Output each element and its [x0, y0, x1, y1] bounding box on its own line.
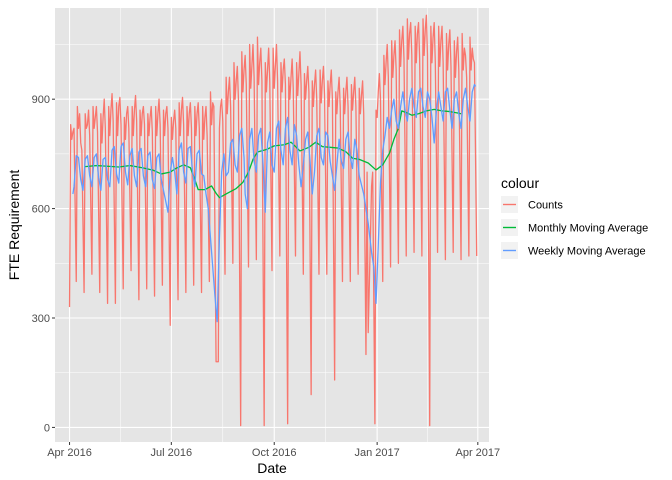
x-tick-label: Oct 2016 — [252, 447, 297, 459]
axis-ticks — [52, 98, 479, 445]
series-line-counts — [68, 14, 478, 427]
x-tick-label: Jan 2017 — [355, 447, 400, 459]
y-axis-tick-labels: 0 300 600 900 — [32, 94, 50, 434]
series-line-weekly-moving-average — [72, 83, 477, 323]
y-axis-title: FTE Requirement — [6, 170, 22, 281]
series-lines — [68, 14, 478, 427]
x-axis-title: Date — [257, 460, 287, 476]
y-tick-label: 900 — [32, 94, 50, 106]
legend: colour Counts Monthly Moving Average Weekl… — [501, 175, 648, 259]
legend-label-counts: Counts — [528, 200, 563, 212]
x-tick-label: Jul 2016 — [151, 447, 193, 459]
legend-label-weekly-moving-average: Weekly Moving Average — [528, 246, 646, 258]
x-axis-tick-labels: Apr 2016 Jul 2016 Oct 2016 Jan 2017 Apr 2017 — [47, 447, 500, 459]
x-tick-label: Apr 2016 — [47, 447, 92, 459]
legend-label-monthly-moving-average: Monthly Moving Average — [528, 223, 648, 235]
y-tick-label: 600 — [32, 204, 50, 216]
legend-title: colour — [501, 175, 539, 191]
y-tick-label: 0 — [44, 422, 50, 434]
x-tick-label: Apr 2017 — [455, 447, 500, 459]
legend-entries: Counts Monthly Moving Average Weekly Movin… — [501, 196, 648, 259]
y-tick-label: 300 — [32, 313, 50, 325]
